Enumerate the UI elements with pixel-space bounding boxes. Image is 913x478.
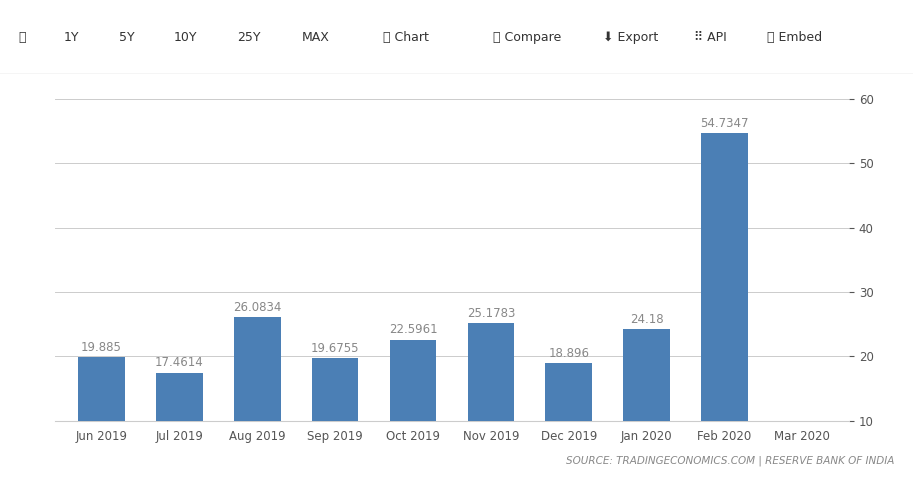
Bar xyxy=(390,339,436,478)
Bar xyxy=(467,323,514,478)
Text: 🖼 Embed: 🖼 Embed xyxy=(767,31,822,43)
Text: 54.7347: 54.7347 xyxy=(700,117,749,130)
Bar xyxy=(701,133,748,478)
Bar xyxy=(311,358,359,478)
Text: 26.0834: 26.0834 xyxy=(233,301,281,314)
Text: MAX: MAX xyxy=(301,31,330,43)
Text: 24.18: 24.18 xyxy=(630,313,664,326)
Text: 🔀 Compare: 🔀 Compare xyxy=(493,31,561,43)
Text: 19.6755: 19.6755 xyxy=(310,342,360,355)
Text: 25Y: 25Y xyxy=(237,31,261,43)
Text: 📊 Chart: 📊 Chart xyxy=(383,31,429,43)
Bar xyxy=(234,317,280,478)
Text: 22.5961: 22.5961 xyxy=(389,324,437,337)
Text: 25.1783: 25.1783 xyxy=(467,307,515,320)
Text: SOURCE: TRADINGECONOMICS.COM | RESERVE BANK OF INDIA: SOURCE: TRADINGECONOMICS.COM | RESERVE B… xyxy=(566,456,895,466)
Bar xyxy=(156,373,203,478)
Bar xyxy=(79,357,125,478)
Text: 19.885: 19.885 xyxy=(81,341,122,354)
Text: 17.4614: 17.4614 xyxy=(155,357,204,369)
Text: 5Y: 5Y xyxy=(119,31,134,43)
Text: 10Y: 10Y xyxy=(173,31,197,43)
Text: 🗓: 🗓 xyxy=(18,31,26,43)
Bar xyxy=(545,363,593,478)
Text: 1Y: 1Y xyxy=(64,31,79,43)
Text: ⬇ Export: ⬇ Export xyxy=(603,31,658,43)
Bar xyxy=(624,329,670,478)
Text: 18.896: 18.896 xyxy=(548,347,589,360)
Text: ⠿ API: ⠿ API xyxy=(694,31,727,43)
